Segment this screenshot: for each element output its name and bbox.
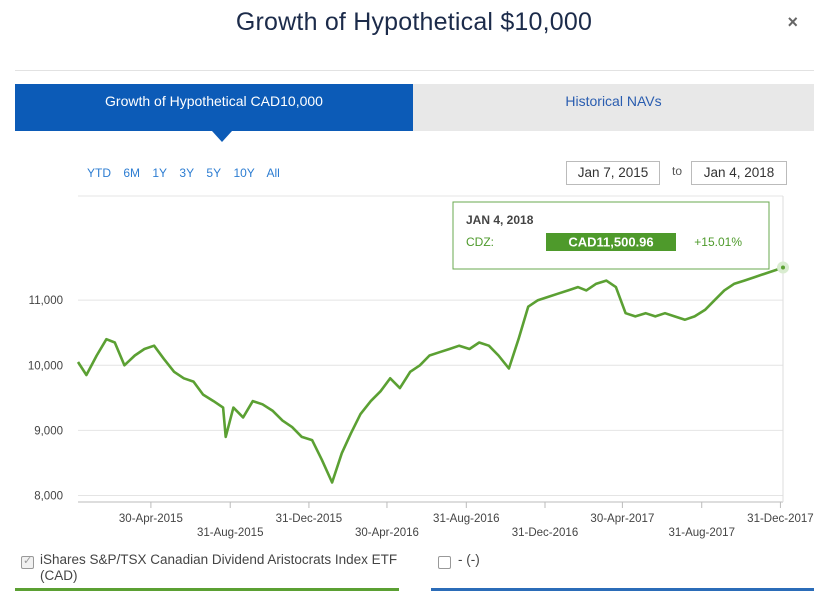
x-tick-label: 31-Dec-2016 [512, 527, 578, 539]
title-divider [15, 70, 814, 71]
x-tick-label: 31-Dec-2015 [276, 513, 342, 525]
series-line [76, 266, 784, 484]
chart-tooltip: JAN 4, 2018 CDZ: CAD11,500.96 +15.01% [452, 201, 770, 270]
tab-historical-navs[interactable]: Historical NAVs [413, 84, 814, 131]
x-tick-label: 30-Apr-2016 [355, 527, 419, 539]
tooltip-value: CAD11,500.96 [568, 235, 653, 250]
y-tick-label: 10,000 [28, 360, 63, 372]
range-button-3y[interactable]: 3Y [179, 166, 195, 180]
x-tick-label: 30-Apr-2017 [590, 513, 654, 525]
range-selector: YTD 6M 1Y 3Y 5Y 10Y All [87, 166, 289, 180]
date-to-input[interactable]: Jan 4, 2018 [691, 161, 787, 185]
legend-checkbox-blank[interactable] [438, 556, 451, 569]
y-tick-label: 11,000 [29, 295, 63, 307]
tooltip-value-bg [546, 233, 676, 251]
legend-checkbox-ishares[interactable]: ✓ [21, 555, 34, 569]
range-button-6m[interactable]: 6M [123, 166, 141, 180]
tab-bar: Growth of Hypothetical CAD10,000 Histori… [15, 84, 814, 142]
close-icon[interactable]: × [787, 12, 798, 32]
active-tab-pointer [212, 131, 232, 142]
date-to-label: to [672, 164, 683, 178]
chart-y-axis: 8,000 9,000 10,000 11,000 [28, 295, 63, 502]
range-button-all[interactable]: All [266, 166, 280, 180]
chart-grid [78, 195, 783, 496]
y-tick-label: 9,000 [34, 425, 63, 437]
x-tick-label: 30-Apr-2015 [119, 513, 183, 525]
legend-line-ishares [15, 588, 399, 591]
legend-label-ishares: iShares S&P/TSX Canadian Dividend Aristo… [40, 552, 398, 583]
tooltip-series-label: CDZ: [466, 235, 494, 249]
x-tick-label: 31-Aug-2017 [668, 527, 735, 539]
tab-growth[interactable]: Growth of Hypothetical CAD10,000 [15, 84, 413, 131]
chart-x-axis: 30-Apr-2015 31-Aug-2015 31-Dec-2015 30-Apr-… [78, 196, 814, 539]
check-icon: ✓ [23, 555, 33, 567]
range-button-10y[interactable]: 10Y [233, 166, 255, 180]
modal-title: Growth of Hypothetical $10,000 [235, 8, 593, 36]
legend-label-blank: - (-) [458, 552, 480, 567]
range-button-1y[interactable]: 1Y [152, 166, 168, 180]
x-tick-label: 31-Aug-2015 [197, 527, 264, 539]
x-tick-label: 31-Aug-2016 [433, 513, 500, 525]
x-tick-label: 31-Dec-2017 [747, 513, 813, 525]
tooltip-change: +15.01% [694, 235, 742, 249]
range-button-ytd[interactable]: YTD [87, 166, 111, 180]
tooltip-date: JAN 4, 2018 [466, 213, 534, 227]
legend-line-blank [431, 588, 814, 591]
y-tick-label: 8,000 [34, 490, 63, 502]
range-button-5y[interactable]: 5Y [206, 166, 222, 180]
date-from-input[interactable]: Jan 7, 2015 [566, 161, 660, 185]
series-end-marker [777, 261, 789, 274]
